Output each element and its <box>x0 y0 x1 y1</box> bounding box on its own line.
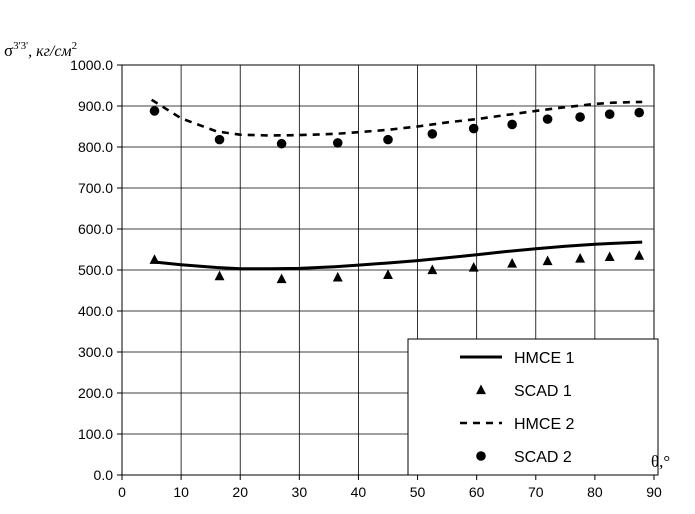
triangle-point <box>604 251 615 262</box>
y-tick-label: 500.0 <box>78 262 113 278</box>
series-line-dashed <box>150 98 643 137</box>
circle-point <box>427 129 438 139</box>
triangle-point <box>383 269 393 280</box>
legend-label: SCAD 2 <box>514 449 572 466</box>
triangle-point <box>276 273 287 284</box>
circle-point <box>468 123 479 134</box>
circle-point <box>149 106 160 116</box>
triangle-point <box>332 271 343 282</box>
y-axis-title: σ3'3', кг/см2 <box>4 40 77 60</box>
x-tick-label: 0 <box>118 484 126 500</box>
plot-area: 0 10 20 30 40 50 60 70 80 900.0100.0200.0300.0400… <box>70 57 662 500</box>
y-axis-superscript: 3'3' <box>13 40 28 52</box>
triangle-point <box>214 270 225 281</box>
y-tick-label: 0.0 <box>94 467 114 483</box>
circle-point <box>542 114 553 124</box>
x-tick-label: 40 <box>351 484 367 500</box>
y-tick-label: 400.0 <box>78 303 113 319</box>
x-tick-label: 20 <box>232 484 248 500</box>
legend-marker-triangle <box>476 384 486 395</box>
legend-label: НМСЕ 2 <box>514 416 575 433</box>
y-axis-symbol: σ <box>4 41 13 60</box>
triangle-point <box>468 262 479 272</box>
circle-point <box>276 138 287 149</box>
y-tick-label: 600.0 <box>78 221 113 237</box>
legend-label: НМСЕ 1 <box>514 350 575 367</box>
y-tick-label: 800.0 <box>78 139 113 155</box>
x-tick-label: 10 <box>173 484 189 500</box>
x-tick-label: 70 <box>528 484 544 500</box>
legend-label: SCAD 1 <box>514 383 572 400</box>
x-tick-label: 80 <box>587 484 603 500</box>
y-axis-units: , кг/см <box>28 43 71 60</box>
x-tick-label: 50 <box>410 484 426 500</box>
x-axis-title: θ,° <box>651 452 670 471</box>
circle-point <box>604 109 615 119</box>
y-tick-label: 700.0 <box>78 180 113 196</box>
circle-point <box>332 138 343 148</box>
x-tick-label: 90 <box>646 484 662 500</box>
x-tick-label: 60 <box>469 484 485 500</box>
x-tick-label: 30 <box>292 484 308 500</box>
circle-point <box>575 112 585 122</box>
triangle-point <box>427 264 438 275</box>
y-axis-units-superscript: 2 <box>72 40 78 52</box>
y-tick-label: 900.0 <box>78 98 113 114</box>
circle-point <box>507 119 517 130</box>
legend-marker-circle <box>476 451 486 461</box>
y-tick-label: 300.0 <box>78 344 113 360</box>
series-line-solid <box>151 240 643 271</box>
triangle-point <box>634 250 645 260</box>
circle-point <box>634 107 645 118</box>
legend-box <box>407 338 659 476</box>
circle-point <box>383 134 393 145</box>
triangle-point <box>507 257 518 268</box>
y-tick-label: 100.0 <box>78 426 113 442</box>
y-tick-label: 1000.0 <box>70 57 113 73</box>
triangle-point <box>542 255 553 266</box>
circle-point <box>214 134 225 145</box>
triangle-point <box>149 254 160 264</box>
y-tick-label: 200.0 <box>78 385 113 401</box>
triangle-point <box>575 253 586 263</box>
